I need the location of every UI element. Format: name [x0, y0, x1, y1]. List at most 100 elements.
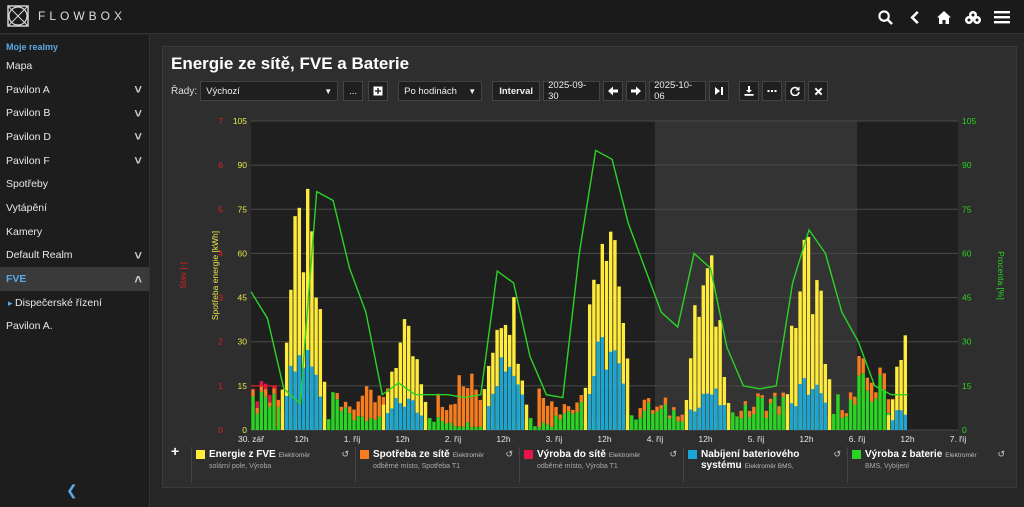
- energy-chart[interactable]: 0 0 15 15 30 30 45 45 60 60 75 75 90 90 105 105 0 1 2 3 4 5 6 7…: [163, 107, 1018, 447]
- bar-vyroba_baterie: [768, 403, 773, 430]
- sidebar-item-pavilon-b[interactable]: Pavilon B ˅: [0, 101, 149, 125]
- close-chart-button[interactable]: [808, 81, 829, 101]
- skip-to-end-button[interactable]: [709, 81, 730, 101]
- bar-fve: [688, 358, 693, 430]
- bar-spotreba: [575, 402, 579, 413]
- sidebar-item-label: Pavilon A.: [6, 320, 53, 333]
- add-series-button[interactable]: [368, 81, 389, 101]
- legend-detail: BMS, Vybíjení: [865, 463, 910, 470]
- bar-vyroba_baterie: [861, 373, 865, 430]
- sidebar-item-spot-eby[interactable]: Spotřeby: [0, 172, 149, 196]
- bar-nabijeni: [407, 398, 411, 430]
- sidebar-item-label: Pavilon A: [6, 83, 50, 96]
- sidebar-item-vyt-p-n[interactable]: Vytápění: [0, 196, 149, 220]
- legend-item[interactable]: Výroba do sítě Elektroměr odběrné místo, V…: [519, 447, 683, 483]
- legend-item[interactable]: Spotřeba ze sítě Elektroměr odběrné místo,…: [355, 447, 519, 483]
- bar-fve: [381, 404, 386, 430]
- legend-name: Spotřeba ze sítě Elektroměr: [373, 449, 485, 460]
- bar-vyroba_baterie: [735, 416, 739, 430]
- bar-spotreba: [743, 401, 748, 405]
- bar-vyroba_site: [268, 395, 272, 403]
- menu-icon[interactable]: [987, 5, 1016, 29]
- legend-item[interactable]: Nabíjení bateriového systému Elektroměr B…: [683, 447, 847, 483]
- bar-vyroba_baterie: [335, 399, 339, 430]
- bar-nabijeni: [718, 405, 722, 430]
- refresh-button[interactable]: [785, 81, 806, 101]
- soc-line: [250, 149, 908, 405]
- bar-vyroba_baterie: [356, 416, 360, 430]
- bar-spotreba: [878, 367, 882, 375]
- reset-icon[interactable]: ↺: [997, 449, 1005, 459]
- search-icon[interactable]: [871, 5, 900, 29]
- sidebar-item-pavilon-f[interactable]: Pavilon F ˅: [0, 149, 149, 173]
- bar-spotreba: [348, 406, 352, 414]
- series-select[interactable]: Výchozí ▼: [200, 81, 339, 101]
- sidebar-item-label: ▸ Dispečerské řízení: [8, 296, 102, 309]
- bar-vyroba_baterie: [360, 416, 365, 430]
- more-series-button[interactable]: ...: [343, 81, 364, 101]
- sidebar-item-pavilon-a[interactable]: Pavilon A ˅: [0, 78, 149, 102]
- bar-spotreba: [655, 406, 659, 412]
- bar-fve: [592, 279, 596, 430]
- sidebar: Moje realmy Mapa Pavilon A ˅ Pavilon B ˅ Pavi…: [0, 35, 150, 507]
- sidebar-item-mapa[interactable]: Mapa: [0, 54, 149, 78]
- x-tick-label: 12h: [294, 434, 308, 444]
- bar-vyroba_baterie: [579, 402, 583, 430]
- add-legend-button[interactable]: +: [171, 443, 180, 459]
- bar-nabijeni: [587, 394, 592, 430]
- bar-nabijeni: [508, 366, 512, 430]
- chevron-down-icon: ˅: [134, 105, 142, 121]
- bar-nabijeni: [815, 384, 819, 430]
- reset-icon[interactable]: ↺: [341, 449, 349, 459]
- bar-spotreba: [667, 415, 672, 419]
- back-icon[interactable]: [900, 5, 929, 29]
- prev-period-button[interactable]: [603, 81, 624, 101]
- reset-icon[interactable]: ↺: [505, 449, 513, 459]
- date-to-input[interactable]: 2025-10-06: [649, 80, 707, 102]
- app-logo[interactable]: FLOWBOX: [6, 4, 126, 28]
- sidebar-item-dispe-ersk-zen[interactable]: ▸ Dispečerské řízení: [0, 291, 149, 315]
- bar-nabijeni: [293, 371, 297, 430]
- reset-icon[interactable]: ↺: [669, 449, 677, 459]
- bar-fve: [613, 240, 617, 430]
- legend-item[interactable]: Energie z FVE Elektroměr solární pole, Výr…: [191, 447, 355, 483]
- interval-button[interactable]: Interval: [492, 81, 541, 101]
- sidebar-item-pavilon-d[interactable]: Pavilon D ˅: [0, 125, 149, 149]
- sidebar-item-pavilon-a[interactable]: Pavilon A.: [0, 315, 149, 339]
- collapse-sidebar-icon[interactable]: ❮: [66, 482, 78, 498]
- options-button[interactable]: [762, 81, 783, 101]
- sidebar-title: Moje realmy: [6, 42, 59, 52]
- legend-item[interactable]: Výroba z baterie Elektroměr BMS, Vybíjení ↺: [847, 447, 1011, 483]
- bar-fve: [625, 358, 630, 430]
- bar-vyroba_baterie: [571, 413, 575, 430]
- next-period-button[interactable]: [626, 81, 647, 101]
- bar-vyroba_baterie: [457, 426, 461, 430]
- bar-nabijeni: [806, 394, 811, 430]
- bar-vyroba_baterie: [651, 414, 655, 430]
- export-button[interactable]: [739, 81, 760, 101]
- y3-axis-title: Stav [-]: [178, 262, 188, 289]
- reset-icon[interactable]: ↺: [833, 449, 841, 459]
- bar-spotreba: [861, 358, 865, 374]
- sidebar-item-default-realm[interactable]: Default Realm ˅: [0, 244, 149, 268]
- bar-nabijeni: [701, 393, 705, 430]
- legend-swatch: [852, 450, 861, 459]
- bar-fve: [495, 329, 499, 430]
- aggregation-select[interactable]: Po hodinách ▼: [398, 81, 483, 101]
- realms-icon[interactable]: [958, 5, 987, 29]
- bar-vyroba_baterie: [836, 394, 840, 430]
- bar-nabijeni: [798, 383, 802, 430]
- bar-vyroba_baterie: [659, 408, 663, 430]
- sidebar-item-fve[interactable]: FVE ˄: [0, 267, 149, 291]
- bar-fve: [802, 239, 806, 430]
- bar-nabijeni: [819, 393, 823, 430]
- bar-vyroba_baterie: [840, 418, 844, 430]
- home-icon[interactable]: [929, 5, 958, 29]
- sidebar-item-kamery[interactable]: Kamery: [0, 220, 149, 244]
- bar-spotreba: [263, 389, 268, 397]
- date-from-input[interactable]: 2025-09-30: [543, 80, 601, 102]
- sidebar-item-label: Pavilon D: [6, 130, 51, 143]
- bar-vyroba_baterie: [869, 401, 874, 430]
- bar-nabijeni: [722, 405, 727, 430]
